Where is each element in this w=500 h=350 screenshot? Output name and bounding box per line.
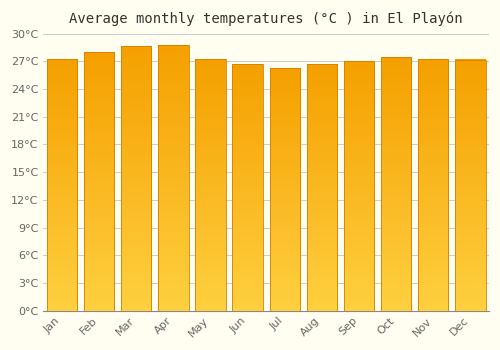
Bar bbox=[418, 59, 448, 310]
Bar bbox=[344, 61, 374, 310]
Bar bbox=[84, 52, 114, 310]
Bar bbox=[270, 68, 300, 310]
Bar bbox=[121, 46, 152, 310]
Bar bbox=[232, 64, 263, 310]
Bar bbox=[306, 64, 337, 310]
Title: Average monthly temperatures (°C ) in El Playón: Average monthly temperatures (°C ) in El… bbox=[70, 11, 463, 26]
Bar bbox=[47, 59, 77, 310]
Bar bbox=[455, 60, 486, 310]
Bar bbox=[381, 57, 412, 310]
Bar bbox=[158, 45, 188, 310]
Bar bbox=[196, 59, 226, 310]
